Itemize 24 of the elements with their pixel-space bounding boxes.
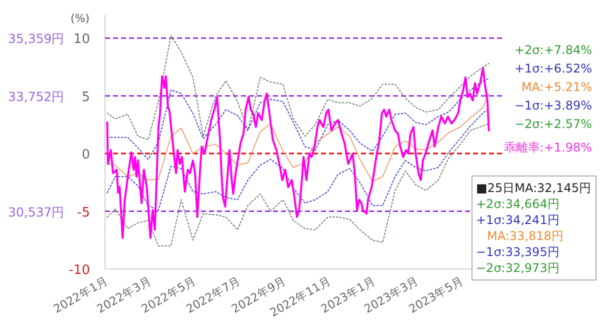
y-tick-label: 10 xyxy=(73,32,90,48)
line-series xyxy=(106,35,490,140)
text: −1σ:+3.89% xyxy=(514,98,592,112)
text: −2σ:+2.57% xyxy=(514,117,592,131)
y-tick-label: -5 xyxy=(77,205,90,220)
text: +2σ:+7.84% xyxy=(514,43,592,57)
annotation: +2σ:34,664円 xyxy=(476,197,560,211)
y2-tick-label: 30,537円 xyxy=(8,204,65,220)
y-axis-title: (%) xyxy=(70,12,90,25)
series-label: 乖離率:+1.98% xyxy=(504,140,592,154)
y-tick-label: -10 xyxy=(68,263,90,278)
annotation: −1σ:33,395円 xyxy=(476,245,560,259)
text: +1σ:+6.52% xyxy=(514,62,592,76)
annotation: −2σ:32,973円 xyxy=(476,261,560,275)
annotation: ■25日MA:32,145円 xyxy=(476,181,591,195)
y2-tick-label: 35,359円 xyxy=(8,31,65,46)
y-tick-label: 0 xyxy=(82,148,90,163)
annotation: MA:33,818円 xyxy=(487,229,564,243)
line-series xyxy=(106,78,490,160)
y2-tick-label: 33,752円 xyxy=(8,88,65,104)
y-tick-label: 5 xyxy=(82,90,90,105)
annotation: +1σ:34,241円 xyxy=(476,213,560,227)
line-series xyxy=(106,93,490,182)
text: MA:+5.21% xyxy=(521,80,592,94)
